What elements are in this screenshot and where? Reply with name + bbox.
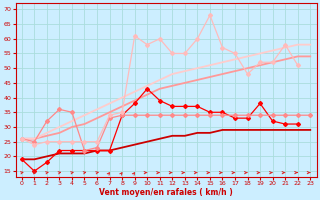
- X-axis label: Vent moyen/en rafales ( km/h ): Vent moyen/en rafales ( km/h ): [99, 188, 233, 197]
